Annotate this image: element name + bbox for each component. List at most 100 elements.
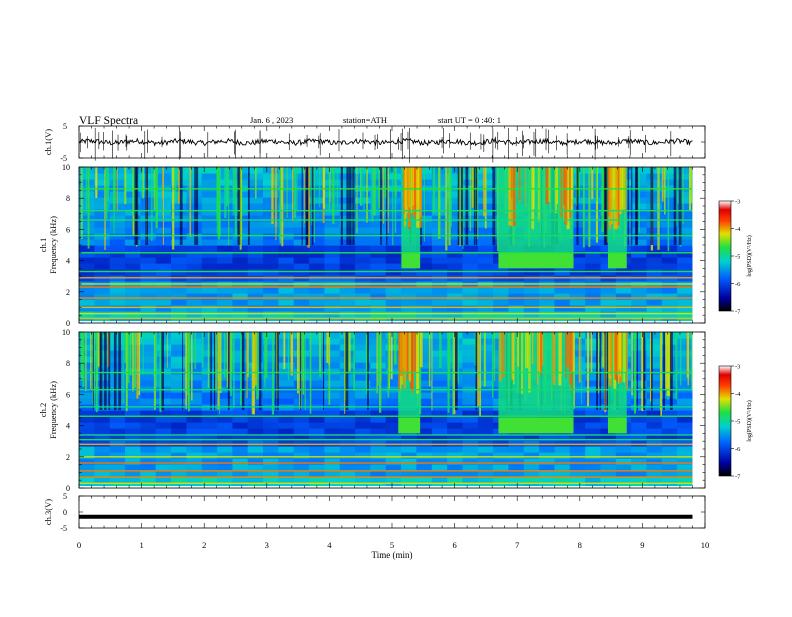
- ch1-spec-cell: [416, 257, 433, 264]
- ch1-spec-cell: [661, 179, 678, 186]
- ch2-spec-cell: [646, 452, 663, 459]
- ch1-spec-cell: [125, 305, 141, 312]
- ch1-spec-cell: [339, 263, 356, 270]
- ch1-spec-cell: [309, 167, 325, 174]
- ch1-spec-sferic: [603, 167, 605, 233]
- ch2-spec-cell: [140, 452, 157, 459]
- ch2-spec-sferic: [215, 332, 217, 390]
- ch2-spec-cell: [309, 458, 325, 465]
- ch2-spec-dark-streak: [182, 332, 184, 410]
- ch2-spec-cell: [431, 440, 448, 447]
- ch1-spec-sferic: [142, 167, 144, 199]
- ch1-spec-burst-streak: [619, 167, 622, 215]
- ch2-spec-cell: [462, 470, 479, 477]
- ch3-ytick-top: 5: [63, 492, 67, 501]
- ch2-spec-burst-streak: [404, 332, 406, 389]
- ch1-spec-cell: [661, 191, 678, 198]
- ch2-spec-sferic: [297, 332, 299, 394]
- ch2-spec-cell: [109, 440, 126, 447]
- ch2-spec-cell: [293, 440, 310, 447]
- ch2-spec-cell: [171, 458, 187, 465]
- ch1-spec-cell: [293, 287, 310, 294]
- ch1-spec-cell: [309, 263, 325, 270]
- ch2-spec-cell: [324, 344, 341, 351]
- ch2-spec-cell: [677, 452, 693, 459]
- ch1-spec-sferic: [81, 167, 83, 240]
- ch2-spec-cell: [646, 482, 663, 489]
- ch1-spec-cell: [140, 215, 157, 222]
- ch1-spec-cell: [339, 299, 356, 306]
- ch2-spec-cell: [615, 440, 632, 447]
- ch2-spec-cell: [462, 368, 479, 375]
- ch2-spec-cell: [263, 398, 279, 405]
- ch2-spec-cell: [493, 482, 509, 489]
- ch1-spec-sferic: [85, 167, 88, 213]
- ch1-spec-cell: [355, 191, 371, 198]
- ch1-spec-cell: [278, 179, 295, 186]
- ch1-spec-cell: [447, 239, 463, 246]
- ch1-spec-cell: [646, 221, 663, 228]
- ch2-spec-cell: [462, 380, 479, 387]
- ch1-spec-cell: [661, 317, 678, 324]
- ch1-spec-narrowband-line: [79, 286, 693, 288]
- ch1-spec-cell: [125, 251, 141, 258]
- ch2-spec-cell: [569, 440, 586, 447]
- ch1-spec-cell: [79, 251, 95, 258]
- ch2-spec-cell: [631, 464, 647, 471]
- ch2-spec-cell: [109, 476, 126, 483]
- ch1-spec-cell: [416, 263, 433, 270]
- ch1-spec-cell: [263, 215, 279, 222]
- ch2-spec-cell: [416, 470, 433, 477]
- ch1-spec-narrowband-line: [79, 277, 693, 279]
- ch2-spec-cell: [431, 422, 448, 429]
- ch1-spec-burst-streak: [560, 167, 563, 218]
- ch2-spec-burst-streak: [560, 332, 563, 376]
- ch1-spec-cell: [309, 251, 325, 258]
- ch2-spec-sferic: [283, 332, 286, 370]
- ch2-spec-cell: [677, 416, 693, 423]
- ch2-spec-cell: [155, 446, 172, 453]
- ch1-spec-cell: [677, 203, 693, 210]
- ch1-spec-cell: [217, 251, 233, 258]
- ch1-spec-cell: [278, 269, 295, 276]
- ch2-spec-cell: [79, 362, 95, 369]
- ch1-spec-sferic: [155, 167, 158, 228]
- ch2-spec-cell: [416, 350, 433, 357]
- ch1-spec-cell: [539, 287, 555, 294]
- ch2-spec-cell: [339, 482, 356, 489]
- ch1-spec-cell: [646, 299, 663, 306]
- ch1-spec-cell: [416, 287, 433, 294]
- ch2-spec-cell: [186, 344, 203, 351]
- ch2-spec-cell: [171, 344, 187, 351]
- ch2-spec-cell: [431, 434, 448, 441]
- ch2-spec-cell: [661, 440, 678, 447]
- ch1-spec-cell: [109, 215, 126, 222]
- ch1-spec-cell: [585, 263, 601, 270]
- ch2-spec-cell: [508, 440, 525, 447]
- ch1-spec-cell: [569, 269, 586, 276]
- ch2-spec-cell: [585, 362, 601, 369]
- ch2-spec-cell: [79, 350, 95, 357]
- ch1-spec-cell: [140, 167, 157, 174]
- ch1-spec-narrowband-line: [79, 312, 693, 315]
- ch2-spec-cell: [109, 338, 126, 345]
- ch1-spec-cell: [508, 299, 525, 306]
- ch1-spec-burst-streak: [511, 167, 513, 199]
- ch2-spec-cell: [416, 368, 433, 375]
- ch1-spec-cell: [201, 245, 218, 252]
- ch1-spec-cell: [462, 239, 479, 246]
- ch2-spec-cell: [661, 470, 678, 477]
- ch1-spec-cell: [263, 299, 279, 306]
- ch2-spec-cell: [109, 458, 126, 465]
- ch2-spec-cell: [631, 434, 647, 441]
- ch1-spec-cell: [309, 191, 325, 198]
- ch2-spec-cell: [79, 470, 95, 477]
- ch2-spec-cell: [416, 356, 433, 363]
- ch2-spec-cell: [247, 398, 264, 405]
- ch1-spec-cell: [585, 209, 601, 216]
- ch1-spec-cell: [125, 239, 141, 246]
- ch2-spec-burst-streak: [409, 332, 412, 382]
- ch2-spec-cell: [462, 446, 479, 453]
- ch2-spec-cell: [140, 380, 157, 387]
